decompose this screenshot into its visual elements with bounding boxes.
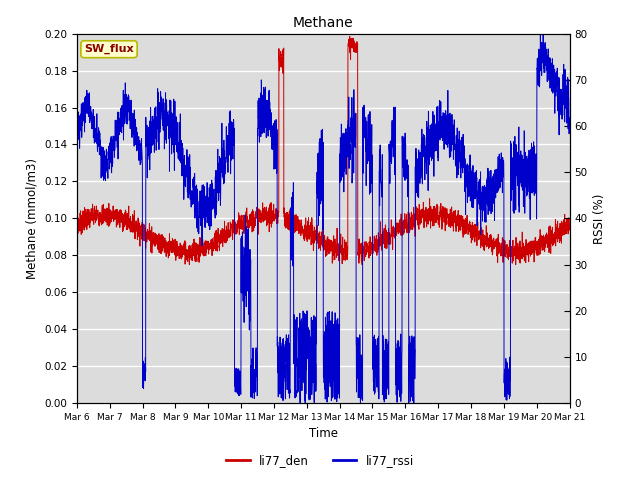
Legend: li77_den, li77_rssi: li77_den, li77_rssi: [221, 449, 419, 472]
X-axis label: Time: Time: [308, 428, 338, 441]
Title: Methane: Methane: [293, 16, 353, 30]
Y-axis label: Methane (mmol/m3): Methane (mmol/m3): [26, 158, 38, 279]
Y-axis label: RSSI (%): RSSI (%): [593, 193, 606, 243]
Text: SW_flux: SW_flux: [84, 44, 134, 54]
